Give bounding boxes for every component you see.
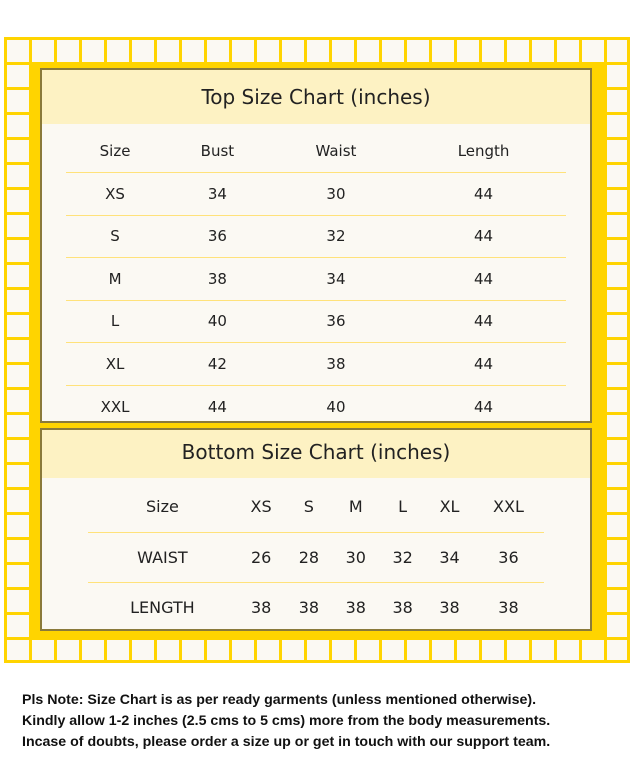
table-cell: 38 — [498, 597, 519, 617]
table-cell: LENGTH — [130, 597, 195, 617]
table-row: XL 42 38 44 — [66, 342, 566, 386]
table-cell: 44 — [474, 397, 494, 416]
table-row: XS 34 30 44 — [66, 172, 566, 216]
column-header: XXL — [472, 482, 544, 533]
top-size-table: Size Bust Waist Length XS 34 30 44 S 36 32 44 M 38 34 4… — [66, 130, 566, 428]
table-cell: 38 — [270, 342, 402, 386]
table-cell: 30 — [270, 172, 402, 216]
bottom-size-table: Size XS S M L XL XXL WAIST 26 28 30 32 34 36 LENGTH 38 3… — [88, 482, 544, 632]
column-header: S — [285, 482, 333, 533]
table-cell: 40 — [326, 397, 346, 416]
table-cell: 34 — [164, 172, 271, 216]
table-cell: 42 — [164, 342, 271, 386]
column-header: Waist — [270, 130, 402, 173]
table-row: L 40 36 44 — [66, 300, 566, 343]
table-cell: 44 — [401, 300, 566, 343]
column-header: Size — [88, 482, 237, 533]
table-cell: XL — [66, 342, 165, 386]
table-cell: 34 — [426, 532, 473, 583]
column-header: XS — [236, 482, 286, 533]
table-cell: 36 — [472, 532, 544, 583]
table-cell: 38 — [439, 597, 460, 617]
table-cell: 44 — [401, 172, 566, 216]
table-cell: 40 — [164, 300, 271, 343]
size-note: Pls Note: Size Chart is as per ready gar… — [22, 690, 550, 753]
table-cell: M — [66, 257, 165, 301]
table-cell: 44 — [401, 215, 566, 258]
bottom-size-chart: Bottom Size Chart (inches) Size XS S M L XL XX… — [40, 428, 592, 631]
table-cell: 38 — [345, 597, 366, 617]
note-line: Incase of doubts, please order a size up… — [22, 734, 551, 750]
column-header: Size — [66, 130, 165, 173]
table-cell: 44 — [401, 342, 566, 386]
column-header: Bust — [164, 130, 271, 173]
table-cell: 44 — [401, 257, 566, 301]
column-header: L — [379, 482, 427, 533]
table-cell: 30 — [332, 532, 380, 583]
table-cell: 32 — [270, 215, 402, 258]
table-cell: 36 — [164, 215, 271, 258]
column-header: M — [332, 482, 380, 533]
note-line: Pls Note: Size Chart is as per ready gar… — [22, 692, 537, 708]
table-row: S 36 32 44 — [66, 215, 566, 258]
table-cell: 32 — [379, 532, 427, 583]
header-row: Size XS S M L XL XXL — [88, 482, 544, 533]
table-cell: 44 — [207, 397, 227, 416]
table-row: WAIST 26 28 30 32 34 36 — [88, 532, 544, 583]
table-cell: 38 — [392, 597, 413, 617]
table-cell: 26 — [236, 532, 286, 583]
table-cell: 34 — [270, 257, 402, 301]
column-header: Length — [401, 130, 566, 173]
table-cell: 36 — [270, 300, 402, 343]
table-cell: S — [66, 215, 165, 258]
table-cell: 28 — [285, 532, 333, 583]
header-row: Size Bust Waist Length — [66, 130, 566, 173]
table-cell: L — [66, 300, 165, 343]
table-cell: XS — [66, 172, 165, 216]
table-cell: WAIST — [88, 532, 237, 583]
table-row: XXL 44 40 44 — [66, 385, 566, 428]
top-size-chart: Top Size Chart (inches) Size Bust Waist Len… — [40, 68, 592, 423]
note-line: Kindly allow 1-2 inches (2.5 cms to 5 cm… — [22, 713, 551, 729]
table-row: LENGTH 38 38 38 38 38 38 — [88, 582, 544, 632]
bottom-chart-title: Bottom Size Chart (inches) — [42, 430, 590, 478]
table-cell: XXL — [100, 397, 130, 416]
table-cell: 38 — [164, 257, 271, 301]
table-cell: 38 — [250, 597, 272, 617]
top-chart-title: Top Size Chart (inches) — [42, 70, 590, 124]
column-header: XL — [426, 482, 473, 533]
table-cell: 38 — [298, 597, 320, 617]
table-row: M 38 34 44 — [66, 257, 566, 301]
